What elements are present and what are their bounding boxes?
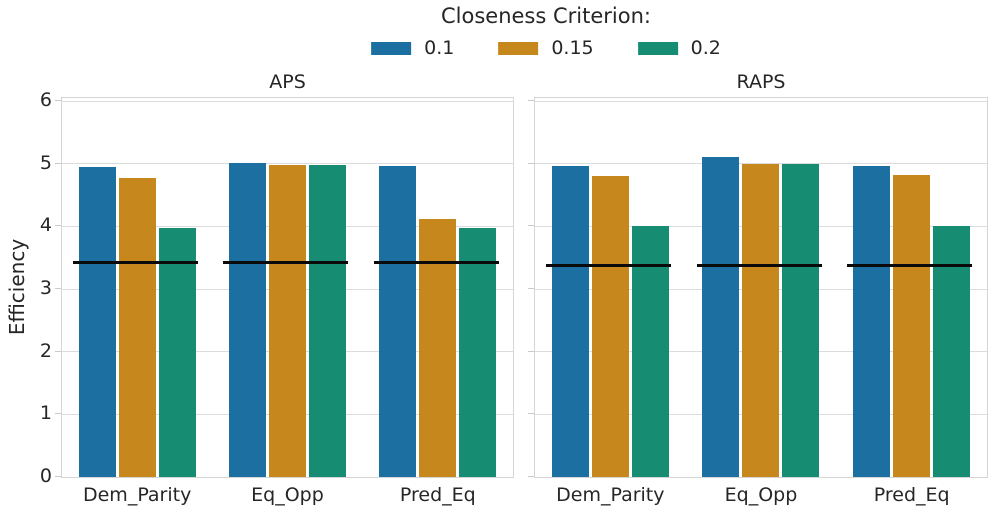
x-tick-label: Eq_Opp (251, 484, 324, 506)
bar-aps-eq_opp-0.15 (268, 165, 306, 477)
legend-entry: 0.1 (371, 37, 454, 59)
bar-raps-eq_opp-0.15 (742, 164, 780, 477)
legend-label: 0.15 (551, 37, 594, 59)
bar-raps-pred_eq-0.1 (852, 165, 890, 477)
baseline-marker (373, 261, 499, 265)
legend-entry: 0.15 (498, 37, 594, 59)
y-tick-mark (528, 476, 534, 477)
bar-raps-eq_opp-0.2 (782, 164, 820, 477)
gridline (535, 100, 987, 102)
x-tick-label: Pred_Eq (873, 484, 950, 506)
y-tick-mark (528, 162, 534, 164)
bar-aps-eq_opp-0.2 (308, 165, 346, 477)
y-tick-mark (528, 350, 534, 352)
y-tick-mark (55, 350, 61, 352)
bar-aps-pred_eq-0.2 (459, 227, 497, 477)
bar-raps-dem_parity-0.15 (591, 175, 629, 477)
y-tick-label: 5 (39, 151, 52, 174)
y-tick-label: 4 (39, 214, 52, 237)
legend-entry: 0.2 (637, 37, 721, 59)
y-tick-mark (528, 288, 534, 290)
bar-aps-eq_opp-0.1 (228, 162, 266, 477)
panel-raps (534, 97, 988, 478)
bar-raps-dem_parity-0.2 (631, 225, 669, 477)
bar-raps-pred_eq-0.15 (892, 175, 930, 477)
bar-aps-pred_eq-0.15 (419, 218, 457, 477)
legend-swatch (371, 41, 412, 55)
x-tick-label: Pred_Eq (399, 484, 476, 506)
baseline-marker (546, 263, 671, 267)
baseline-marker (696, 263, 822, 267)
panel-aps (61, 97, 514, 478)
gridline (535, 163, 987, 165)
bar-aps-dem_parity-0.1 (78, 166, 116, 477)
gridline (62, 163, 513, 165)
bar-aps-dem_parity-0.2 (158, 227, 196, 477)
legend-title: Closeness Criterion: (441, 4, 651, 28)
y-tick-mark (528, 225, 534, 227)
baseline-marker (223, 261, 349, 265)
legend: Closeness Criterion: 0.1 0.15 0.2 (371, 2, 721, 59)
y-tick-mark (55, 100, 61, 102)
y-tick-mark (528, 413, 534, 415)
y-tick-mark (528, 100, 534, 102)
legend-swatch (498, 41, 539, 55)
y-tick-label: 6 (39, 89, 52, 112)
y-tick-label: 2 (39, 339, 52, 362)
legend-label: 0.2 (690, 37, 721, 59)
y-tick-mark (55, 225, 61, 227)
x-tick-label: Eq_Opp (724, 484, 798, 506)
x-tick-label: Dem_Parity (556, 484, 665, 506)
y-tick-mark (55, 162, 61, 164)
bar-raps-eq_opp-0.1 (702, 156, 740, 477)
bar-aps-pred_eq-0.1 (379, 166, 417, 477)
y-tick-mark (55, 413, 61, 415)
x-tick-label: Dem_Parity (82, 484, 192, 506)
legend-swatch (637, 41, 678, 55)
panel-title-raps: RAPS (736, 71, 786, 93)
y-tick-mark (55, 288, 61, 290)
panel-title-aps: APS (269, 71, 306, 93)
gridline (62, 100, 513, 102)
y-tick-mark (55, 476, 61, 477)
y-tick-label: 1 (39, 402, 52, 425)
legend-row: 0.1 0.15 0.2 (371, 37, 721, 59)
bar-aps-dem_parity-0.15 (118, 178, 156, 477)
baseline-marker (847, 263, 973, 267)
bar-raps-pred_eq-0.2 (932, 226, 970, 477)
baseline-marker (73, 261, 198, 265)
bar-raps-dem_parity-0.1 (551, 166, 589, 477)
y-tick-label: 3 (39, 277, 52, 300)
legend-label: 0.1 (424, 37, 455, 59)
y-tick-label: 0 (39, 465, 52, 487)
